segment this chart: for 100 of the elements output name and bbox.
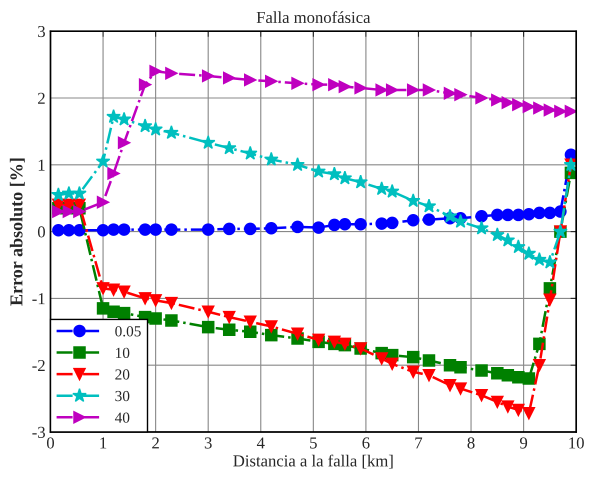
point (222, 324, 236, 336)
point (522, 246, 536, 260)
point (116, 112, 132, 126)
point (312, 78, 325, 91)
point (138, 118, 152, 132)
point (62, 186, 76, 200)
y-tick-label: 3 (38, 26, 45, 38)
y-tick-label: 2 (38, 92, 45, 104)
point (522, 407, 536, 420)
point (265, 328, 278, 342)
point (544, 206, 556, 220)
x-tick-label: 8 (468, 437, 475, 449)
point (149, 65, 162, 78)
point (164, 125, 179, 140)
point (475, 364, 488, 377)
point (265, 75, 278, 88)
point (96, 282, 110, 295)
point (511, 239, 526, 254)
point (62, 224, 76, 237)
point (96, 196, 110, 208)
point (512, 208, 525, 222)
point (312, 221, 325, 234)
x-tick-label: 9 (520, 437, 528, 449)
point (291, 77, 304, 90)
point (533, 206, 546, 220)
legend-label: 40 (114, 412, 130, 423)
point (406, 193, 421, 208)
point (338, 80, 352, 93)
point (490, 227, 505, 242)
point (311, 164, 326, 178)
legend-label: 0.05 (115, 326, 141, 337)
legend-label: 10 (116, 348, 130, 358)
point (375, 217, 388, 230)
point (165, 296, 178, 310)
point (386, 216, 398, 230)
point (406, 84, 420, 96)
point (500, 232, 516, 247)
x-tick-label: 0 (46, 437, 54, 449)
point (422, 354, 436, 367)
point (96, 154, 110, 168)
point (107, 283, 120, 296)
point (353, 174, 368, 188)
point (202, 306, 214, 318)
point (148, 122, 163, 136)
point (138, 78, 152, 91)
y-axis-title: Error absoluto [%] (10, 158, 25, 306)
point (502, 400, 514, 413)
point (165, 223, 178, 236)
point (338, 170, 352, 184)
point (475, 389, 488, 402)
point (454, 360, 467, 374)
point (149, 312, 162, 325)
chart-title: Falla monofásica (256, 11, 370, 24)
point (222, 140, 237, 154)
point (138, 292, 152, 305)
point (118, 136, 130, 150)
point (202, 223, 214, 236)
point (72, 186, 87, 200)
point (475, 210, 488, 222)
point (291, 220, 304, 234)
point (118, 306, 130, 320)
point (265, 320, 278, 333)
point (422, 213, 436, 226)
point (165, 67, 178, 80)
x-tick-label: 2 (152, 437, 159, 448)
point (474, 220, 489, 235)
point (118, 223, 130, 236)
point (242, 146, 258, 160)
point (406, 350, 420, 364)
point (354, 82, 367, 94)
point (406, 366, 420, 378)
point (149, 294, 162, 307)
point (222, 222, 236, 236)
x-tick-label: 4 (256, 437, 265, 448)
point (328, 218, 341, 232)
point (522, 208, 536, 220)
point (512, 404, 525, 416)
point (52, 224, 65, 237)
point (244, 316, 257, 328)
legend-label: 20 (115, 369, 130, 380)
point (149, 223, 162, 236)
point (338, 218, 352, 230)
point (327, 166, 342, 180)
point (265, 222, 278, 235)
point (422, 198, 436, 213)
point (491, 396, 504, 408)
point (73, 205, 86, 218)
point (542, 254, 558, 269)
point (442, 208, 458, 223)
x-tick-label: 3 (204, 437, 212, 449)
x-tick-label: 5 (310, 438, 317, 449)
point (264, 152, 279, 166)
point (200, 135, 216, 150)
point (222, 310, 236, 324)
y-tick-label: -2 (32, 360, 45, 371)
point (96, 224, 110, 237)
point (96, 302, 110, 315)
point (454, 382, 467, 395)
point (107, 167, 120, 180)
y-tick-label: -3 (32, 426, 45, 438)
